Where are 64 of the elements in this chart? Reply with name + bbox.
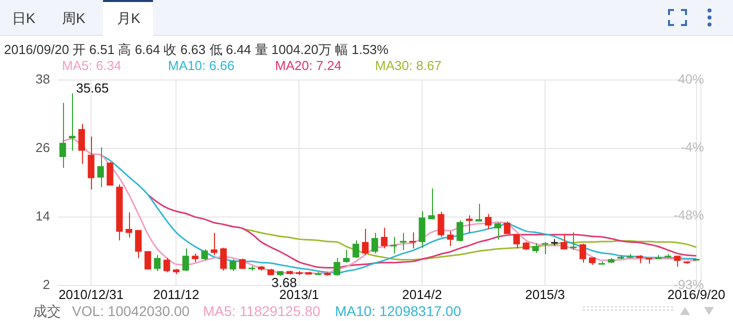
- text: 2016/09/20 开 6.51 高 6.64 收 6.63 低 6.44 量 1004.20万 幅 1.53%: [4, 42, 388, 57]
- candlestick: [466, 214, 473, 234]
- line-series: [242, 228, 698, 260]
- candlestick: [484, 214, 492, 230]
- candlestick: [674, 255, 681, 268]
- candlestick: [126, 212, 132, 238]
- candlestick: [456, 220, 464, 242]
- text: 周K: [62, 10, 86, 26]
- text: MA30: 8.67: [375, 58, 442, 73]
- text: 成交: [33, 303, 61, 319]
- candlestick: [343, 250, 350, 264]
- y-tick-label: 2: [42, 276, 50, 292]
- candlestick: [182, 248, 189, 272]
- candlestick: [97, 146, 104, 188]
- y-tick-label: 38: [36, 72, 50, 87]
- text: VOL: 10042030.00: [72, 303, 190, 319]
- candlestick: [239, 258, 246, 270]
- candlestick: [201, 248, 208, 261]
- text: MA5: 11829125.80: [203, 303, 320, 319]
- candlestick: [494, 222, 502, 240]
- candlestick: [230, 258, 236, 272]
- candlestick: [352, 240, 360, 259]
- candlestick: [88, 136, 94, 190]
- text: MA5: 6.34: [62, 58, 122, 73]
- candlestick: [428, 188, 435, 220]
- candlestick: [560, 234, 568, 250]
- candlestick: [504, 221, 510, 235]
- candlestick: [210, 232, 218, 256]
- text: MA10: 12098317.00: [335, 303, 462, 319]
- candlestick: [390, 236, 397, 254]
- candlestick: [78, 123, 85, 164]
- text: MA10: 6.66: [168, 58, 234, 73]
- y-tick-label: 14: [36, 208, 50, 224]
- candlestick: [334, 258, 340, 276]
- candlestick: [144, 250, 152, 270]
- x-tick-label: 2014/2: [402, 286, 442, 302]
- x-tick-label: 2015/3: [525, 286, 565, 302]
- candlestick: [475, 203, 482, 222]
- candlestick: [579, 243, 586, 264]
- candlestick: [163, 258, 170, 273]
- candlestick: [135, 230, 142, 259]
- text: 日K: [12, 10, 36, 26]
- candlestick: [532, 242, 539, 254]
- candlestick: [106, 162, 114, 186]
- candlestick: [380, 227, 388, 249]
- y2-tick-label: 40%: [678, 72, 704, 87]
- text: MA20: 7.24: [275, 58, 342, 73]
- candlestick: [447, 230, 454, 247]
- text: 月K: [117, 10, 140, 26]
- y2-tick-label: -48%: [674, 207, 704, 222]
- candlestick: [542, 242, 548, 255]
- x-tick-label: 2010/12/31: [58, 286, 124, 302]
- candlestick: [362, 228, 369, 256]
- candlestick: [438, 211, 444, 238]
- annotation: 35.65: [76, 80, 109, 96]
- x-tick-label: 2011/12: [153, 286, 200, 302]
- candlestick: [371, 232, 378, 254]
- y2-tick-label: -4%: [680, 140, 704, 155]
- candlestick: [220, 247, 227, 272]
- candlestick: [59, 102, 66, 168]
- y-tick-label: 26: [36, 140, 50, 156]
- candlestick: [513, 234, 520, 249]
- candlestick: [154, 254, 161, 272]
- candlestick: [570, 232, 577, 251]
